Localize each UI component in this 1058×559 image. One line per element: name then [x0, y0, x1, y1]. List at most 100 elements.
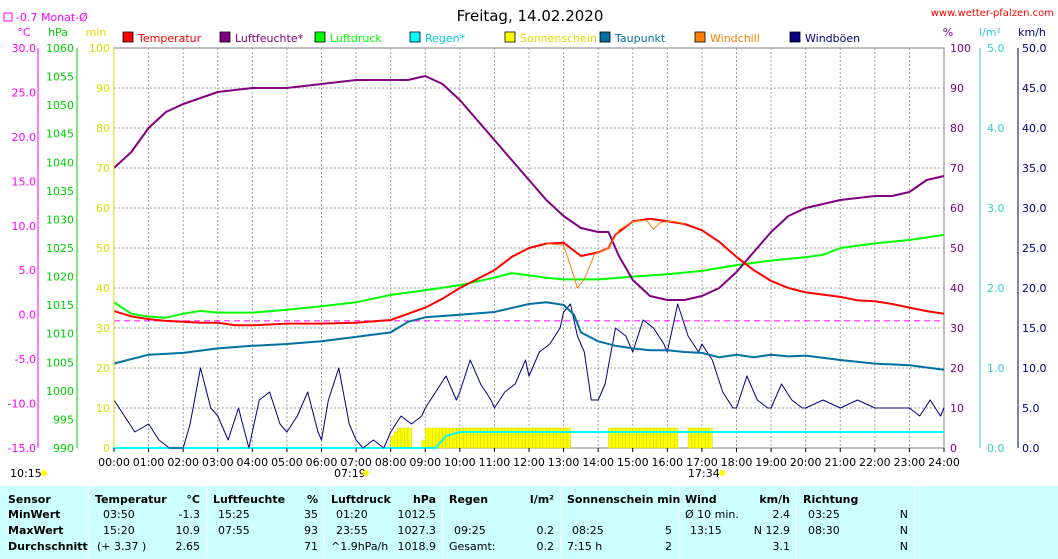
header: -0.7 Monat-Ø Freitag, 14.02.2020 www.wet…: [3, 7, 1054, 39]
minutes-tick-label: 40: [96, 282, 110, 295]
sunrise-time: 07:19: [334, 467, 366, 480]
sun-time: 7:15 h: [567, 540, 603, 553]
sunshine-bar: [393, 431, 398, 449]
wind-val: N 12.9: [753, 524, 790, 537]
header-press: Luftdruck: [331, 493, 391, 506]
legend-label: Luftfeuchte*: [235, 32, 304, 45]
temp-val: 2.65: [175, 540, 201, 553]
sunshine-bar: [404, 427, 409, 449]
header-sun: Sonnenschein min: [567, 493, 681, 506]
minutes-tick-label: 100: [89, 42, 110, 55]
minutes-tick-label: 60: [96, 202, 110, 215]
sunshine-bar: [428, 427, 433, 449]
series-line-temperatur: [113, 217, 945, 327]
monthly-avg-label: -0.7 Monat-Ø: [16, 11, 88, 24]
temp-tick-label: 5.0: [19, 264, 37, 277]
header-wind-unit: km/h: [759, 493, 790, 506]
header-sensor: Sensor: [8, 493, 51, 506]
x-tick-label: 02:00: [167, 456, 199, 469]
sunshine-bar: [452, 427, 457, 449]
legend-label: Temperatur: [137, 32, 202, 45]
sunshine-bar: [566, 427, 571, 449]
wind-tick-label: 20.0: [1022, 282, 1047, 295]
header-rain-unit: l/m²: [529, 493, 554, 506]
header-press-unit: hPa: [412, 493, 436, 506]
x-tick-label: 10:00: [444, 456, 476, 469]
header-rain: Regen: [449, 493, 489, 506]
temp-tick-label: 10.0: [12, 220, 37, 233]
x-tick-label: 12:00: [513, 456, 545, 469]
series-line-luftfeuchte: [113, 75, 945, 301]
x-tick-label: 18:00: [721, 456, 753, 469]
hum-time: 07:55: [218, 524, 250, 537]
axes: 30.0 25.0 20.0 15.0 10.0 5.0 0.0 -5.0 -10.0 -15.0…: [8, 42, 1047, 469]
x-tick-label: 24:00: [928, 456, 960, 469]
sunshine-bar: [400, 427, 405, 449]
humidity-tick-label: 0: [950, 442, 957, 455]
x-tick-label: 07:00: [340, 456, 372, 469]
x-tick-label: 08:00: [375, 456, 407, 469]
minutes-tick-label: 30: [96, 322, 110, 335]
humidity-tick-label: 30: [950, 322, 964, 335]
humidity-tick-label: 50: [950, 242, 964, 255]
temp-tick-label: 15.0: [12, 175, 37, 188]
legend-swatch: [789, 31, 801, 43]
sunshine-bar: [421, 439, 426, 449]
humidity-tick-label: 60: [950, 202, 964, 215]
minutes-tick-label: 10: [96, 402, 110, 415]
press-val: 1018.9: [397, 540, 437, 553]
press-time: 01:20: [336, 508, 368, 521]
temp-tick-label: 20.0: [12, 131, 37, 144]
legend-swatch: [219, 31, 231, 43]
x-tick-label: 16:00: [651, 456, 683, 469]
x-tick-label: 23:00: [894, 456, 926, 469]
wind-tick-label: 25.0: [1022, 242, 1047, 255]
legend-label: Sonnenschein: [520, 32, 597, 45]
sunshine-bar: [397, 427, 402, 449]
temp-tick-label: -15.0: [8, 442, 36, 455]
temp-time: 15:20: [103, 524, 135, 537]
weather-chart: 30.0 25.0 20.0 15.0 10.0 5.0 0.0 -5.0 -10.0 -15.0…: [3, 7, 1054, 480]
legend-label: Luftdruck: [330, 32, 382, 45]
pressure-tick-label: 1060: [46, 42, 74, 55]
time-labels: 10:15 07:19 17:34: [10, 467, 725, 480]
rain-time: 09:25: [454, 524, 486, 537]
rain-tick-label: 1.0: [987, 362, 1005, 375]
pressure-tick-label: 990: [53, 442, 74, 455]
pressure-tick-label: 1030: [46, 213, 74, 226]
temp-val: 10.9: [175, 524, 201, 537]
chart-title: Freitag, 14.02.2020: [457, 7, 604, 25]
pressure-tick-label: 1035: [46, 185, 74, 198]
hum-val: 35: [304, 508, 318, 521]
temp-unit: °C: [17, 26, 31, 39]
sunshine-bar: [425, 427, 429, 449]
pressure-tick-label: 1045: [46, 128, 74, 141]
row-label: MinWert: [8, 508, 61, 521]
humidity-tick-label: 90: [950, 82, 964, 95]
legend: Temperatur Luftfeuchte* Luftdruck Regen* Son…: [122, 31, 860, 45]
temp-tick-label: -10.0: [8, 398, 36, 411]
site-link[interactable]: www.wetter-pfalzen.com: [931, 8, 1054, 19]
series-line-luftdruck: [113, 233, 945, 319]
wind-tick-label: 40.0: [1022, 122, 1047, 135]
sunset-icon: [719, 470, 725, 476]
wind-tick-label: 30.0: [1022, 202, 1047, 215]
minutes-tick-label: 50: [96, 242, 110, 255]
rain-time: Gesamt:: [449, 540, 496, 553]
dir-val: N: [899, 524, 908, 537]
temp-time: 03:50: [103, 508, 135, 521]
sunshine-bar: [674, 427, 678, 449]
header-dir: Richtung: [803, 493, 859, 506]
press-time: ^1.9hPa/h: [331, 540, 389, 553]
wind-unit: km/h: [1018, 26, 1046, 39]
wind-tick-label: 35.0: [1022, 162, 1047, 175]
series-line-windben: [113, 303, 945, 449]
x-tick-label: 06:00: [306, 456, 338, 469]
series-line-windchill: [546, 219, 685, 289]
series-line-taupunkt: [113, 301, 945, 371]
x-tick-label: 05:00: [271, 456, 303, 469]
sun-time: 08:25: [572, 524, 604, 537]
x-tick-label: 04:00: [236, 456, 268, 469]
dir-time: 03:25: [808, 508, 840, 521]
header-hum: Luftfeuchte: [213, 493, 286, 506]
